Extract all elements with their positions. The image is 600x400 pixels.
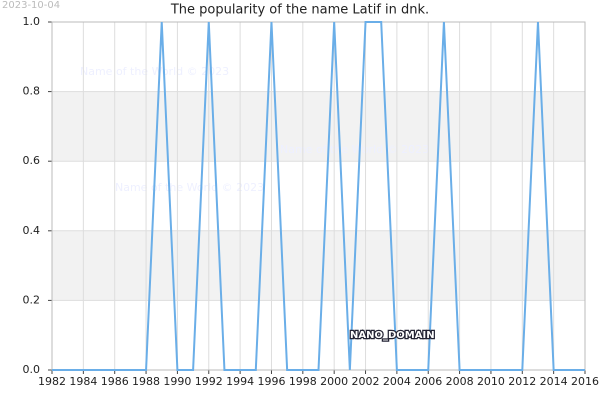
x-tick-label: 1996 (257, 375, 285, 388)
band (52, 91, 585, 162)
y-tick-label: 0.0 (23, 363, 41, 376)
y-tick-label: 0.8 (23, 85, 41, 98)
y-tick-label: 0.4 (23, 224, 41, 237)
x-tick-label: 2004 (383, 375, 411, 388)
x-tick-label: 2016 (571, 375, 599, 388)
x-tick-label: 2010 (477, 375, 505, 388)
x-tick-label: 1988 (132, 375, 160, 388)
x-tick-label: 1986 (101, 375, 129, 388)
line (52, 21, 585, 371)
x-tick-label: 1994 (226, 375, 254, 388)
date-stamp: 2023-10-04 (2, 0, 60, 11)
x-tick-label: 2006 (414, 375, 442, 388)
x-tick-label: 2000 (320, 375, 348, 388)
x-tick-label: 2014 (540, 375, 568, 388)
watermark: Name of the World © 2023 (280, 143, 429, 156)
y-tick-label: 1.0 (23, 15, 41, 28)
x-tick-label: 1982 (38, 375, 66, 388)
watermark: Name of the World © 2023 (115, 181, 264, 194)
x-tick-label: 2008 (446, 375, 474, 388)
domain-label: NANO_DOMAIN (350, 330, 435, 341)
x-tick-label: 2012 (508, 375, 536, 388)
x-tick-label: 1984 (69, 375, 97, 388)
band (52, 230, 585, 301)
y-tick-label: 0.2 (23, 293, 41, 306)
x-tick-label: 1998 (289, 375, 317, 388)
y-tick-label: 0.6 (23, 154, 41, 167)
x-tick-label: 1990 (163, 375, 191, 388)
chart-title: The popularity of the name Latif in dnk. (170, 3, 429, 18)
x-tick-label: 1992 (195, 375, 223, 388)
watermark: Name of the World © 2023 (80, 65, 229, 78)
x-tick-label: 2002 (352, 375, 380, 388)
